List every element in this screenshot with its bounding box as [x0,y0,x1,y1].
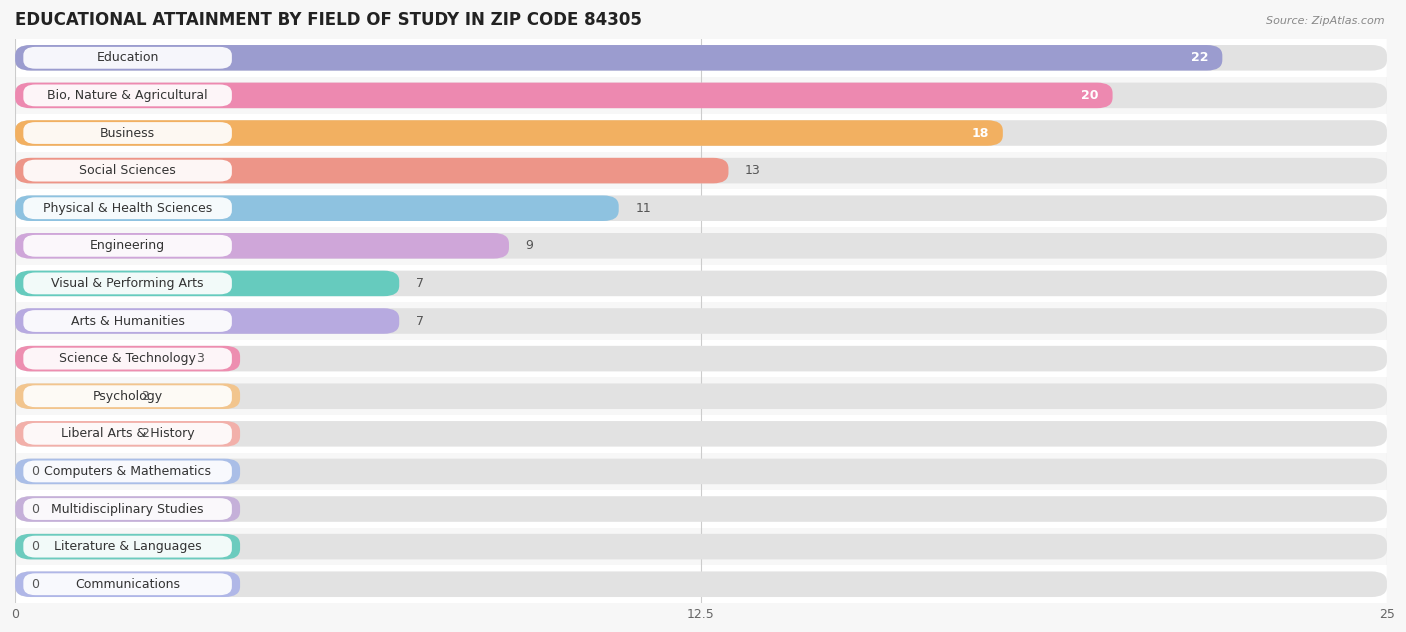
Text: Multidisciplinary Studies: Multidisciplinary Studies [52,502,204,516]
Text: Social Sciences: Social Sciences [79,164,176,177]
FancyBboxPatch shape [15,45,1386,71]
FancyBboxPatch shape [24,272,232,295]
FancyBboxPatch shape [15,346,1386,372]
Bar [15,302,1386,340]
FancyBboxPatch shape [15,158,728,183]
FancyBboxPatch shape [15,421,1386,447]
FancyBboxPatch shape [24,386,232,407]
FancyBboxPatch shape [15,421,240,447]
Text: Literature & Languages: Literature & Languages [53,540,201,553]
FancyBboxPatch shape [15,233,1386,258]
FancyBboxPatch shape [24,197,232,219]
FancyBboxPatch shape [15,195,1386,221]
FancyBboxPatch shape [15,534,240,559]
FancyBboxPatch shape [24,498,232,520]
FancyBboxPatch shape [24,47,232,69]
FancyBboxPatch shape [15,308,1386,334]
Bar [15,566,1386,603]
FancyBboxPatch shape [15,571,1386,597]
FancyBboxPatch shape [15,83,1386,108]
Bar [15,377,1386,415]
FancyBboxPatch shape [24,85,232,106]
Bar [15,265,1386,302]
FancyBboxPatch shape [24,348,232,370]
Text: EDUCATIONAL ATTAINMENT BY FIELD OF STUDY IN ZIP CODE 84305: EDUCATIONAL ATTAINMENT BY FIELD OF STUDY… [15,11,643,29]
Text: 0: 0 [31,465,39,478]
FancyBboxPatch shape [15,45,1222,71]
FancyBboxPatch shape [24,573,232,595]
Bar [15,152,1386,190]
Text: 2: 2 [142,390,149,403]
FancyBboxPatch shape [24,160,232,181]
Text: 0: 0 [31,578,39,591]
FancyBboxPatch shape [15,384,240,409]
Text: Engineering: Engineering [90,240,165,252]
FancyBboxPatch shape [15,571,240,597]
Text: Liberal Arts & History: Liberal Arts & History [60,427,194,441]
Bar [15,190,1386,227]
FancyBboxPatch shape [15,270,399,296]
Text: Communications: Communications [75,578,180,591]
FancyBboxPatch shape [24,461,232,482]
FancyBboxPatch shape [15,496,240,522]
Bar [15,453,1386,490]
Text: 22: 22 [1191,51,1209,64]
FancyBboxPatch shape [15,158,1386,183]
Text: 20: 20 [1081,89,1099,102]
Text: 7: 7 [416,315,423,327]
Text: Arts & Humanities: Arts & Humanities [70,315,184,327]
FancyBboxPatch shape [15,270,1386,296]
Bar [15,340,1386,377]
Text: 11: 11 [636,202,651,215]
Text: 3: 3 [197,352,204,365]
FancyBboxPatch shape [15,346,240,372]
Text: Visual & Performing Arts: Visual & Performing Arts [52,277,204,290]
FancyBboxPatch shape [24,423,232,445]
FancyBboxPatch shape [15,496,1386,522]
FancyBboxPatch shape [24,536,232,557]
FancyBboxPatch shape [15,459,1386,484]
Text: 7: 7 [416,277,423,290]
Text: 0: 0 [31,502,39,516]
Text: 0: 0 [31,540,39,553]
FancyBboxPatch shape [15,83,1112,108]
Text: Business: Business [100,126,155,140]
Bar [15,227,1386,265]
Bar [15,39,1386,76]
FancyBboxPatch shape [15,120,1002,146]
Text: 2: 2 [142,427,149,441]
Text: 18: 18 [972,126,988,140]
Text: Bio, Nature & Agricultural: Bio, Nature & Agricultural [48,89,208,102]
FancyBboxPatch shape [15,195,619,221]
FancyBboxPatch shape [15,308,399,334]
Bar [15,528,1386,566]
Text: 9: 9 [526,240,533,252]
FancyBboxPatch shape [24,122,232,144]
FancyBboxPatch shape [24,310,232,332]
Text: Source: ZipAtlas.com: Source: ZipAtlas.com [1267,16,1385,26]
FancyBboxPatch shape [15,120,1386,146]
Text: Computers & Mathematics: Computers & Mathematics [44,465,211,478]
Bar [15,415,1386,453]
Bar [15,76,1386,114]
FancyBboxPatch shape [15,233,509,258]
Bar [15,114,1386,152]
Bar [15,490,1386,528]
FancyBboxPatch shape [15,459,240,484]
Text: Science & Technology: Science & Technology [59,352,195,365]
Text: Education: Education [97,51,159,64]
FancyBboxPatch shape [15,384,1386,409]
FancyBboxPatch shape [15,534,1386,559]
FancyBboxPatch shape [24,235,232,257]
Text: Psychology: Psychology [93,390,163,403]
Text: Physical & Health Sciences: Physical & Health Sciences [44,202,212,215]
Text: 13: 13 [745,164,761,177]
